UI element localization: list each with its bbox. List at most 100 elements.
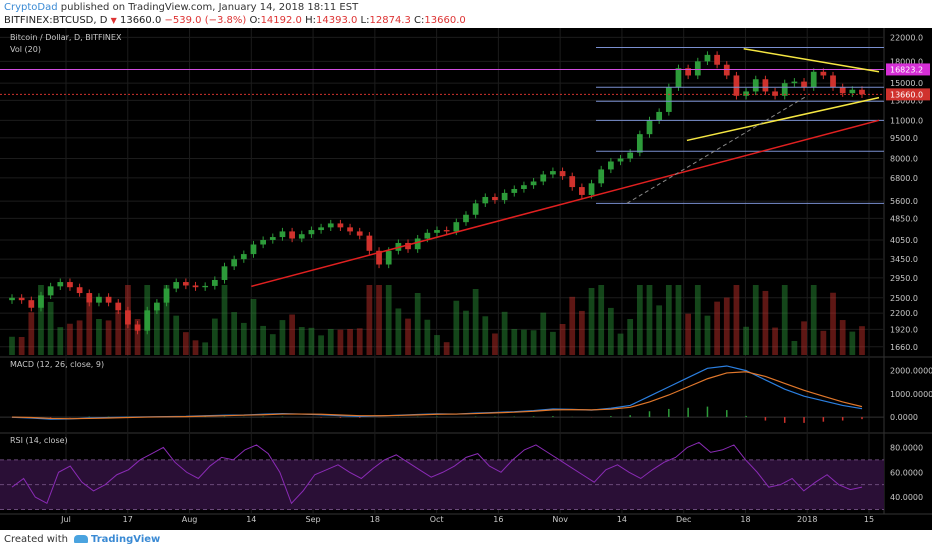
candle-body — [743, 91, 749, 96]
volume-bar — [849, 331, 856, 355]
volume-bar — [28, 312, 35, 355]
volume-bar — [86, 302, 93, 355]
rsi-tick-label: 40.0000 — [890, 493, 923, 502]
candle-body — [356, 231, 363, 236]
author-link[interactable]: CryptoDad — [4, 2, 58, 13]
y-tick-label: 6800.0 — [890, 174, 918, 183]
volume-bar — [598, 285, 605, 355]
candle-body — [366, 235, 373, 251]
x-tick-label: Dec — [676, 515, 691, 524]
close-value: 13660.0 — [424, 15, 466, 26]
candle-body — [752, 79, 759, 92]
red-down-triangle-icon: ▼ — [110, 16, 117, 25]
macd-panel-title: MACD (12, 26, close, 9) — [10, 360, 104, 369]
volume-bar — [714, 301, 720, 355]
y-tick-label: 1920.0 — [890, 325, 918, 334]
candle-body — [627, 152, 634, 159]
candle-body — [38, 295, 44, 308]
quote-line: BITFINEX:BTCUSD, D ▼ 13660.0 −539.0 (−3.… — [4, 15, 466, 26]
candle-body — [202, 285, 209, 288]
chart-area[interactable]: Jul 17 Aug 14 Sep 18 Oct 16 Nov 14 Dec 18 2018 15 2200… — [0, 28, 932, 530]
y-tick-label: 4850.0 — [890, 214, 918, 223]
candle-body — [791, 81, 798, 84]
candle-body — [105, 296, 112, 303]
candle-body — [318, 227, 324, 231]
volume-bar — [443, 342, 450, 355]
volume-bar — [733, 285, 740, 355]
volume-bar — [694, 285, 701, 355]
candle-body — [540, 174, 547, 182]
candle-body — [289, 231, 295, 239]
volume-bar — [405, 318, 411, 355]
candle-body — [47, 286, 54, 296]
tradingview-brand[interactable]: TradingView — [90, 534, 161, 545]
candle-body — [559, 171, 566, 177]
volume-bar — [646, 285, 653, 355]
candle-body — [240, 254, 247, 260]
candle-body — [685, 68, 692, 76]
volume-bar — [665, 285, 672, 355]
x-tick-label: 15 — [864, 515, 874, 524]
y-tick-label: 3450.0 — [890, 255, 918, 264]
volume-bar — [231, 312, 238, 355]
candle-body — [434, 230, 440, 233]
candle-body — [463, 214, 469, 223]
volume-bar — [617, 333, 624, 355]
volume-bar — [76, 320, 83, 355]
volume-bar — [366, 285, 373, 355]
candle-body — [67, 282, 73, 288]
volume-bar — [607, 307, 614, 355]
candle-body — [810, 71, 817, 88]
high-label: H: — [305, 15, 316, 26]
candle-body — [298, 234, 305, 239]
candle-body — [781, 83, 788, 96]
volume-bar — [839, 320, 846, 355]
candle-body — [9, 297, 15, 301]
volume-bar — [569, 296, 576, 355]
resistance-price-label: 16823.2 — [890, 65, 923, 74]
rsi-tick-label: 60.0000 — [890, 468, 923, 477]
volume-bar — [385, 285, 392, 355]
trendline — [251, 119, 880, 288]
candle-body — [182, 282, 189, 286]
volume-bar — [202, 342, 209, 355]
volume-bar — [463, 310, 469, 355]
volume-bar — [18, 337, 25, 355]
candle-body — [801, 81, 807, 88]
volume-bar — [511, 329, 518, 355]
low-label: L: — [360, 15, 370, 26]
volume-bar — [211, 318, 218, 355]
candle-body — [28, 300, 35, 308]
price-panel-title: Bitcoin / Dollar, D, BITFINEX — [10, 33, 122, 42]
chart-svg[interactable]: Jul 17 Aug 14 Sep 18 Oct 16 Nov 14 Dec 18 2018 15 2200… — [0, 28, 932, 530]
volume-bar — [540, 312, 547, 355]
candle-body — [849, 89, 856, 94]
candle-body — [656, 111, 663, 121]
volume-bar — [337, 329, 344, 355]
volume-bar — [347, 329, 353, 355]
volume-bar — [810, 285, 817, 355]
volume-bar — [685, 313, 692, 355]
volume-bar — [492, 333, 498, 355]
rsi-panel-title: RSI (14, close) — [10, 436, 68, 445]
candle-body — [530, 181, 537, 186]
volume-bar — [269, 334, 276, 355]
created-with-line: Created with TradingView — [4, 534, 160, 545]
rsi-tick-label: 80.0000 — [890, 443, 923, 452]
volume-bar — [105, 320, 112, 355]
x-tick-label: 16 — [493, 515, 503, 524]
candle-body — [163, 288, 170, 303]
dashed-trendline — [626, 95, 808, 204]
x-tick-label: 2018 — [797, 515, 817, 524]
candle-body — [723, 64, 730, 76]
volume-bar — [743, 326, 749, 355]
volume-bar — [559, 324, 566, 355]
last-price: 13660.0 — [119, 15, 162, 26]
candle-body — [636, 134, 643, 153]
created-with-text: Created with — [4, 534, 68, 545]
volume-bar — [9, 336, 15, 355]
volume-bar — [144, 285, 151, 355]
candle-body — [733, 75, 740, 96]
volume-bar — [579, 310, 585, 355]
price-label-box — [886, 63, 930, 76]
